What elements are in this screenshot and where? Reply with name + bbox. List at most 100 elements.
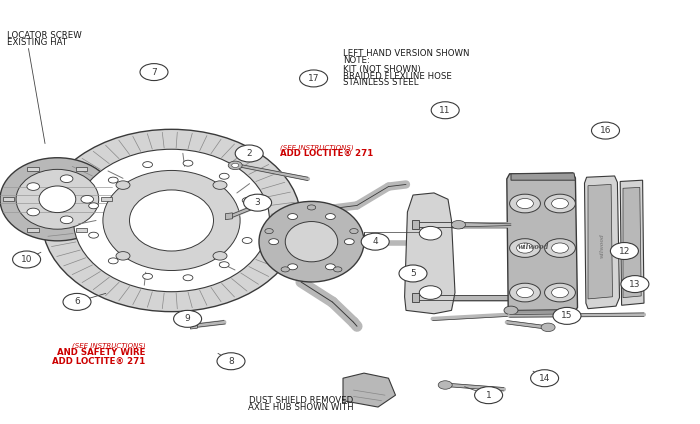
Circle shape xyxy=(89,232,99,238)
Text: ADD LOCTITE® 271: ADD LOCTITE® 271 xyxy=(52,357,146,366)
Text: 13: 13 xyxy=(629,279,641,289)
Text: DUST SHIELD REMOVED: DUST SHIELD REMOVED xyxy=(249,396,353,405)
Circle shape xyxy=(60,216,73,223)
Circle shape xyxy=(140,64,168,81)
Circle shape xyxy=(174,310,202,327)
Circle shape xyxy=(307,205,316,210)
Circle shape xyxy=(510,283,540,302)
Polygon shape xyxy=(588,184,612,299)
Text: 5: 5 xyxy=(410,269,416,278)
Polygon shape xyxy=(412,220,419,229)
Text: 9: 9 xyxy=(185,314,190,324)
Circle shape xyxy=(545,283,575,302)
Ellipse shape xyxy=(16,169,99,229)
Circle shape xyxy=(108,258,118,264)
Polygon shape xyxy=(623,187,641,298)
Circle shape xyxy=(552,198,568,209)
Polygon shape xyxy=(101,197,112,201)
Circle shape xyxy=(399,265,427,282)
Circle shape xyxy=(27,183,40,190)
Circle shape xyxy=(510,194,540,213)
Text: 16: 16 xyxy=(600,126,611,135)
Text: LOCATOR SCREW: LOCATOR SCREW xyxy=(7,31,82,40)
Circle shape xyxy=(143,273,153,279)
Circle shape xyxy=(232,163,239,167)
Ellipse shape xyxy=(286,222,337,262)
Polygon shape xyxy=(3,197,14,201)
Polygon shape xyxy=(511,173,575,180)
Text: AND SAFETY WIRE: AND SAFETY WIRE xyxy=(57,348,146,357)
Circle shape xyxy=(610,243,638,259)
Polygon shape xyxy=(620,180,644,305)
Text: wilwood: wilwood xyxy=(599,234,605,258)
Circle shape xyxy=(517,287,533,298)
Circle shape xyxy=(545,194,575,213)
Circle shape xyxy=(333,267,342,272)
Text: AXLE HUB SHOWN WITH: AXLE HUB SHOWN WITH xyxy=(248,403,354,413)
Polygon shape xyxy=(76,167,88,171)
Circle shape xyxy=(116,251,130,260)
Circle shape xyxy=(475,387,503,404)
Text: (SEE INSTRUCTIONS): (SEE INSTRUCTIONS) xyxy=(280,144,354,151)
Circle shape xyxy=(510,239,540,257)
Text: 14: 14 xyxy=(539,374,550,383)
Text: 6: 6 xyxy=(74,297,80,307)
Text: (SEE INSTRUCTIONS): (SEE INSTRUCTIONS) xyxy=(72,342,146,349)
Text: 3: 3 xyxy=(255,198,260,207)
Text: STAINLESS STEEL: STAINLESS STEEL xyxy=(343,78,419,87)
Circle shape xyxy=(504,306,518,315)
Circle shape xyxy=(552,287,568,298)
Text: ADD LOCTITE® 271: ADD LOCTITE® 271 xyxy=(280,149,373,158)
Text: 10: 10 xyxy=(21,255,32,264)
Circle shape xyxy=(326,264,335,270)
Text: EXISTING HAT: EXISTING HAT xyxy=(7,38,67,47)
Polygon shape xyxy=(27,228,38,232)
Circle shape xyxy=(621,276,649,293)
Ellipse shape xyxy=(39,186,76,212)
Circle shape xyxy=(592,122,620,139)
Circle shape xyxy=(217,353,245,370)
Text: KIT (NOT SHOWN): KIT (NOT SHOWN) xyxy=(343,65,421,75)
Circle shape xyxy=(419,226,442,240)
Circle shape xyxy=(143,162,153,167)
Ellipse shape xyxy=(103,170,240,271)
Polygon shape xyxy=(455,221,462,228)
Circle shape xyxy=(27,208,40,216)
Ellipse shape xyxy=(74,149,270,292)
Circle shape xyxy=(219,262,229,268)
Polygon shape xyxy=(88,187,115,246)
Ellipse shape xyxy=(42,129,301,312)
Circle shape xyxy=(517,243,533,253)
Text: 4: 4 xyxy=(372,237,378,246)
Circle shape xyxy=(81,195,94,203)
Polygon shape xyxy=(584,176,620,309)
Text: 1: 1 xyxy=(486,391,491,400)
Polygon shape xyxy=(190,322,197,329)
Circle shape xyxy=(517,198,533,209)
Circle shape xyxy=(541,323,555,332)
Polygon shape xyxy=(225,213,232,220)
Circle shape xyxy=(63,293,91,310)
Circle shape xyxy=(116,181,130,190)
Circle shape xyxy=(281,267,290,272)
Text: 15: 15 xyxy=(561,311,573,321)
Circle shape xyxy=(242,198,252,204)
Ellipse shape xyxy=(130,190,214,251)
Circle shape xyxy=(89,203,99,209)
Circle shape xyxy=(213,251,227,260)
Polygon shape xyxy=(412,293,419,302)
Text: NOTE:: NOTE: xyxy=(343,56,370,65)
Circle shape xyxy=(288,214,298,220)
Circle shape xyxy=(419,286,442,299)
Circle shape xyxy=(288,264,298,270)
Text: LEFT HAND VERSION SHOWN: LEFT HAND VERSION SHOWN xyxy=(343,49,470,59)
Circle shape xyxy=(300,70,328,87)
Circle shape xyxy=(344,239,354,245)
Ellipse shape xyxy=(259,201,364,282)
Circle shape xyxy=(228,161,242,170)
Circle shape xyxy=(269,239,279,245)
Text: wilwood: wilwood xyxy=(518,243,549,251)
Circle shape xyxy=(235,145,263,162)
Circle shape xyxy=(213,181,227,190)
Circle shape xyxy=(552,243,568,253)
